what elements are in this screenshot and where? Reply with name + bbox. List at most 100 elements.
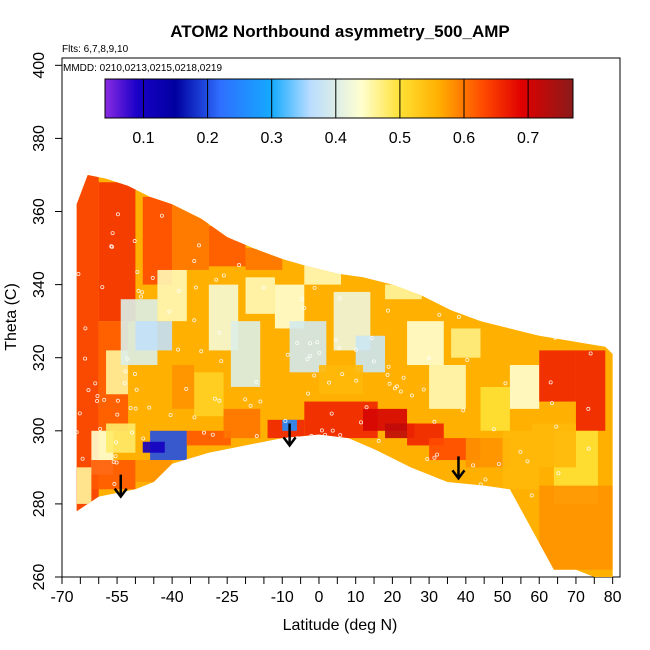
sample-point — [385, 308, 390, 313]
sample-point — [554, 424, 559, 429]
sample-point — [167, 309, 172, 314]
sample-point — [184, 386, 189, 391]
x-tick-label: 60 — [530, 589, 548, 606]
sample-point — [376, 438, 381, 443]
sample-point — [132, 239, 137, 244]
sample-point — [243, 397, 248, 402]
sample-point — [548, 380, 553, 385]
sample-point — [261, 285, 266, 290]
sample-point — [237, 263, 242, 268]
sample-point — [319, 428, 324, 433]
sample-point — [364, 405, 369, 410]
sample-point — [340, 372, 345, 377]
sample-point — [315, 340, 320, 345]
sample-point — [98, 426, 103, 431]
sample-point — [76, 430, 79, 435]
sample-point — [308, 353, 313, 358]
sample-point — [285, 352, 290, 357]
sample-point — [77, 411, 82, 416]
x-tick-label: -40 — [161, 589, 184, 606]
sample-point — [140, 290, 145, 295]
arrow-markers — [113, 423, 466, 499]
sample-point — [329, 411, 334, 416]
sample-point — [354, 378, 359, 383]
sample-point — [387, 381, 392, 386]
sample-point — [300, 296, 305, 301]
y-tick-label: 260 — [31, 564, 48, 591]
sample-point — [248, 403, 253, 408]
arrow-marker — [451, 456, 466, 481]
sample-point — [168, 413, 173, 418]
heatmap-cell — [480, 386, 510, 431]
heatmap-cell — [274, 284, 305, 329]
heatmap-cell — [502, 430, 540, 490]
heatmap-cell — [91, 460, 136, 490]
sample-point — [435, 452, 440, 457]
sample-point — [214, 277, 219, 282]
sample-point — [111, 459, 116, 464]
heatmap-cell — [539, 485, 613, 570]
heatmap-cell — [407, 321, 444, 366]
heatmap-cell — [194, 372, 224, 417]
colorbar-tick-label: 0.2 — [196, 130, 218, 147]
sample-point — [102, 397, 107, 402]
sample-point — [115, 212, 120, 217]
y-tick-label: 380 — [31, 125, 48, 152]
heatmap-cell — [318, 365, 364, 395]
sample-point — [76, 272, 81, 277]
colorbar-tick-label: 0.4 — [325, 130, 347, 147]
sample-point — [110, 244, 115, 249]
x-tick-label: 70 — [567, 589, 585, 606]
sample-point — [100, 285, 105, 290]
sample-point — [371, 359, 376, 364]
sample-point — [385, 372, 390, 377]
x-tick-label: 50 — [494, 589, 512, 606]
sample-point — [83, 326, 88, 331]
sample-point — [150, 275, 155, 280]
y-tick-label: 280 — [31, 490, 48, 517]
sample-point — [283, 418, 288, 423]
sample-point — [136, 288, 141, 293]
colorbar-tick-label: 0.6 — [453, 130, 475, 147]
colorbar: 0.1 0.2 0.3 0.4 0.5 0.6 0.7 — [104, 78, 574, 147]
heatmap-cell — [245, 277, 275, 314]
heatmap-cell — [575, 350, 606, 431]
sample-point — [147, 405, 152, 410]
sample-point — [221, 273, 226, 278]
heatmap-cell — [142, 441, 165, 453]
heatmap-cell — [106, 423, 136, 453]
sample-point — [330, 428, 335, 433]
sample-point — [317, 350, 322, 355]
sample-point — [112, 481, 117, 486]
sample-point — [337, 346, 342, 351]
arrow-marker — [282, 423, 297, 448]
sample-point — [312, 373, 317, 378]
sample-point — [327, 380, 332, 385]
sample-point — [130, 430, 135, 435]
sample-point — [471, 463, 476, 468]
sample-point — [115, 412, 120, 417]
sample-point — [86, 388, 91, 393]
heatmap-cell — [451, 328, 481, 358]
sample-point — [401, 375, 406, 380]
y-axis-label: Theta (C) — [3, 283, 20, 351]
x-tick-label: 80 — [604, 589, 622, 606]
sample-point — [138, 294, 143, 299]
heatmap-cell — [76, 467, 92, 504]
sample-point — [109, 244, 114, 249]
x-tick-label: -25 — [216, 589, 239, 606]
sample-point — [199, 349, 204, 354]
sample-point — [114, 440, 119, 445]
sample-point — [586, 446, 591, 451]
sample-point — [115, 398, 120, 403]
sample-point — [437, 312, 442, 317]
sample-point — [456, 315, 461, 320]
sample-point — [432, 455, 437, 460]
sample-point — [409, 393, 414, 398]
sample-point — [432, 419, 437, 424]
sample-point — [197, 243, 202, 248]
sample-point — [386, 364, 391, 369]
sample-point — [258, 399, 263, 404]
colorbar-tick-label: 0.5 — [389, 130, 411, 147]
sample-point — [212, 396, 217, 401]
